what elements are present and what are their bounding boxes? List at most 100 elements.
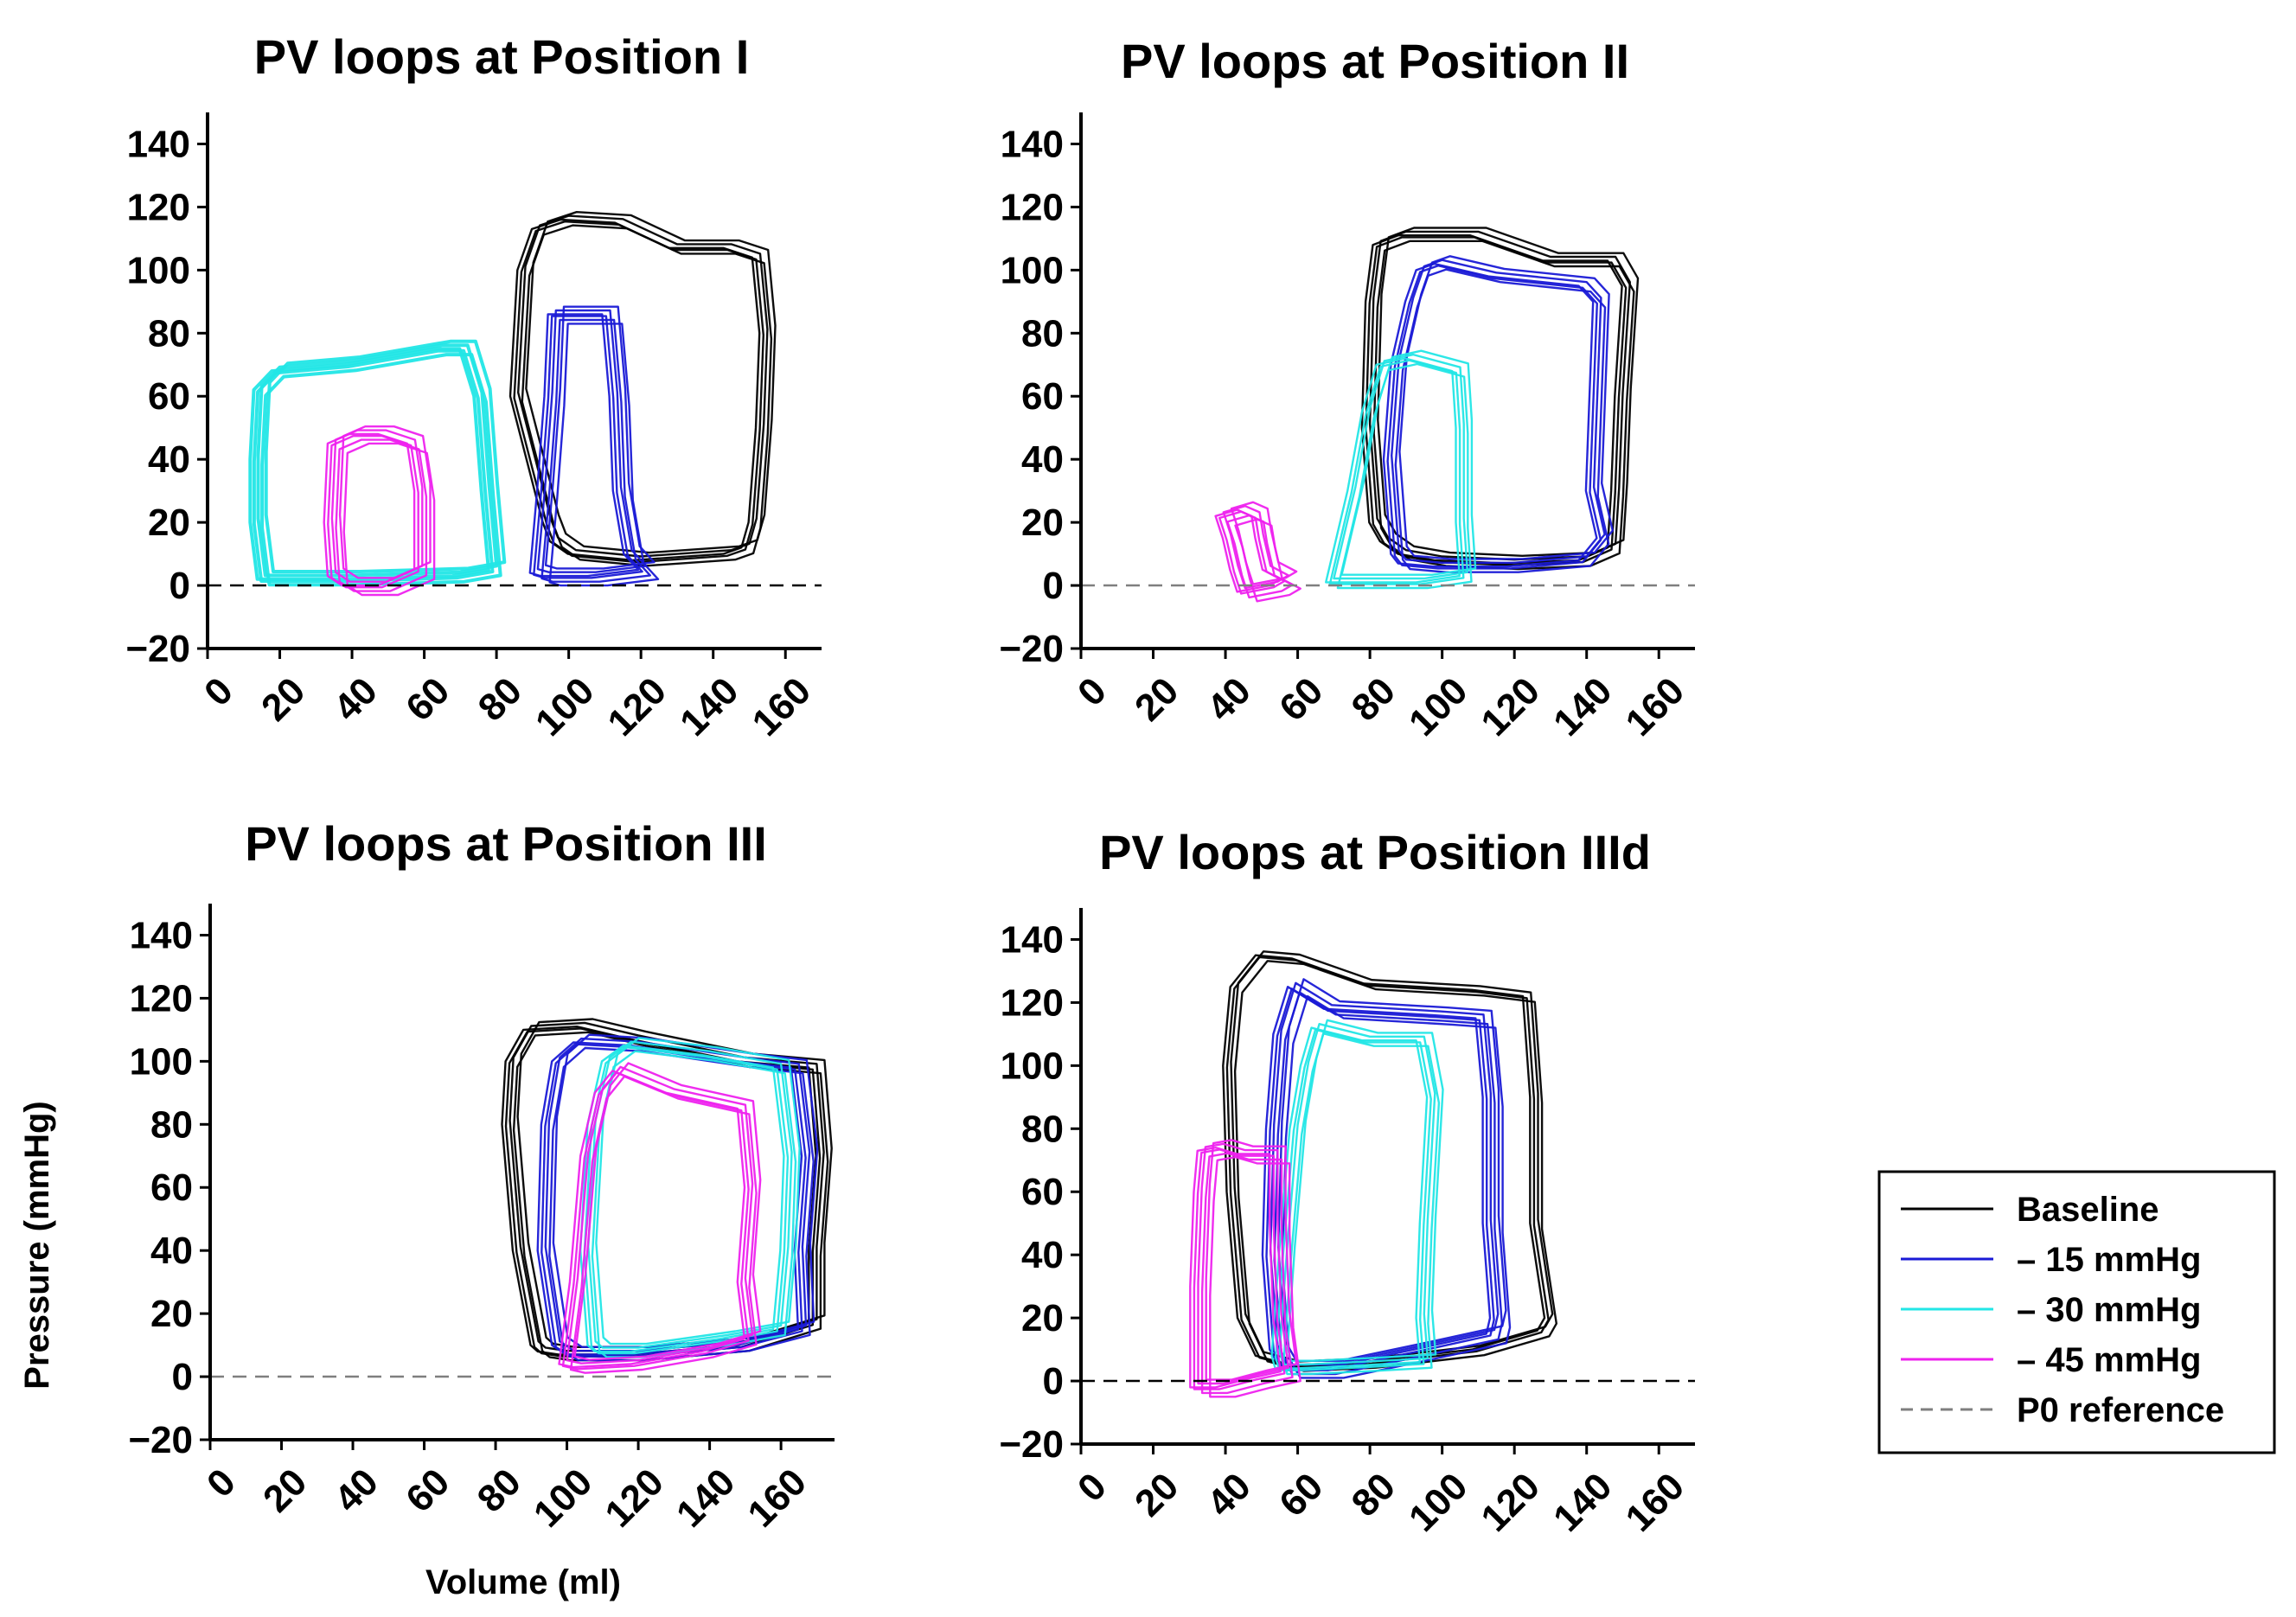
loop--15-mmhg-0 [528, 313, 640, 578]
y-tick-label: 0 [1043, 565, 1064, 607]
loop--30-mmhg-3 [1336, 362, 1473, 590]
loop--45-mmhg-1 [561, 1071, 750, 1371]
panel-title: PV loops at Position III [245, 816, 767, 871]
loop--45-mmhg-2 [1197, 1142, 1290, 1385]
x-tick-label: 20 [1127, 1465, 1186, 1524]
y-tick-label: 40 [148, 438, 190, 481]
x-tick-label: 100 [526, 1460, 601, 1536]
x-tick-label: 160 [1618, 669, 1693, 745]
x-tick-label: 100 [1401, 1465, 1476, 1540]
loop--15-mmhg-4 [1277, 978, 1507, 1362]
y-tick-label: −20 [999, 1423, 1064, 1466]
y-tick-label: 100 [1001, 249, 1064, 291]
loop--15-mmhg-3 [548, 1046, 815, 1362]
loop--45-mmhg-5 [1209, 1155, 1301, 1398]
loop-baseline-4 [525, 211, 777, 554]
loop--30-mmhg-1 [252, 348, 495, 583]
loop--15-mmhg-2 [1391, 259, 1606, 564]
legend-label: P0 reference [2017, 1391, 2224, 1429]
x-tick-label: 80 [470, 1460, 529, 1520]
loop--45-mmhg-5 [1234, 518, 1301, 603]
loop--45-mmhg-3 [1200, 1152, 1294, 1395]
loop-baseline-1 [513, 220, 764, 564]
loop--15-mmhg-5 [548, 323, 660, 587]
loop--30-mmhg-3 [260, 353, 502, 587]
x-axis-label: Volume (ml) [425, 1563, 621, 1601]
y-tick-label: 80 [1021, 312, 1064, 355]
legend-label: – 45 mmHg [2017, 1341, 2201, 1379]
loop-baseline-2 [1368, 230, 1631, 561]
y-tick-label: 120 [127, 186, 190, 228]
loop--15-mmhg-0 [1382, 262, 1598, 568]
loop-baseline-3 [1372, 240, 1635, 571]
loop--45-mmhg-5 [342, 442, 436, 597]
y-tick-label: 60 [1021, 375, 1064, 418]
x-tick-label: 140 [1545, 669, 1621, 745]
loop--45-mmhg-2 [566, 1065, 754, 1365]
x-tick-label: 0 [1070, 1465, 1115, 1510]
x-tick-label: 140 [1545, 1465, 1621, 1540]
x-tick-label: 60 [1271, 1465, 1331, 1524]
loop--45-mmhg-4 [1205, 1139, 1298, 1381]
legend-label: – 30 mmHg [2017, 1291, 2201, 1329]
x-tick-label: 0 [199, 1460, 244, 1505]
y-tick-label: −20 [125, 628, 190, 670]
loop--15-mmhg-3 [1273, 991, 1503, 1376]
y-tick-label: 20 [1021, 502, 1064, 544]
legend: Baseline – 15 mmHg – 30 mmHg – 45 mmHg P0 re… [1877, 1170, 2276, 1454]
x-tick-label: 120 [597, 1460, 672, 1536]
y-tick-label: 60 [1021, 1171, 1064, 1213]
x-tick-label: 80 [470, 669, 530, 729]
panel-title: PV loops at Position II [1121, 34, 1629, 88]
y-tick-label: 20 [150, 1293, 193, 1335]
loop--45-mmhg-3 [569, 1075, 758, 1374]
y-tick-label: −20 [999, 628, 1064, 670]
y-tick-label: 100 [130, 1040, 193, 1083]
loop--15-mmhg-2 [1269, 981, 1500, 1366]
loop--30-mmhg-4 [595, 1037, 801, 1345]
x-tick-label: 120 [599, 669, 675, 745]
x-tick-label: 40 [326, 669, 386, 729]
x-tick-label: 120 [1473, 669, 1548, 745]
y-tick-label: 140 [127, 123, 190, 165]
y-tick-label: 20 [1021, 1297, 1064, 1339]
legend-label: – 15 mmHg [2017, 1241, 2201, 1279]
loop--15-mmhg-1 [533, 315, 643, 579]
loop--30-mmhg-0 [1270, 1026, 1429, 1370]
loop--45-mmhg-4 [573, 1062, 762, 1361]
loop--45-mmhg-1 [1193, 1148, 1286, 1390]
y-tick-label: 100 [1001, 1045, 1064, 1087]
loop--30-mmhg-1 [1328, 359, 1465, 585]
loop--15-mmhg-0 [1261, 986, 1492, 1370]
y-tick-label: 140 [1001, 123, 1064, 165]
legend-box [1877, 1170, 2276, 1454]
x-tick-label: 100 [528, 669, 603, 745]
loop--45-mmhg-1 [327, 435, 419, 589]
x-tick-label: 160 [739, 1460, 815, 1536]
x-tick-label: 0 [196, 669, 241, 714]
y-tick-label: 80 [148, 312, 190, 355]
loop--15-mmhg-3 [1394, 268, 1610, 573]
x-tick-label: 20 [253, 669, 313, 729]
loop-baseline-4 [1377, 227, 1640, 557]
loop--30-mmhg-4 [1286, 1019, 1444, 1362]
loop--15-mmhg-1 [1386, 265, 1602, 570]
loop--15-mmhg-5 [1281, 994, 1512, 1379]
x-tick-label: 40 [1199, 1465, 1259, 1524]
loop--30-mmhg-2 [1333, 353, 1469, 580]
x-tick-label: 20 [1127, 669, 1186, 729]
x-tick-label: 60 [1271, 669, 1331, 729]
y-tick-label: 20 [148, 502, 190, 544]
y-tick-label: 80 [150, 1103, 193, 1146]
panel-3: PV loops at Position III−200204060801001… [128, 816, 835, 1536]
y-tick-label: 140 [130, 914, 193, 956]
x-tick-label: 40 [1199, 669, 1259, 729]
x-tick-label: 160 [1618, 1465, 1693, 1540]
x-tick-label: 80 [1344, 669, 1404, 729]
loop-baseline-0 [1360, 234, 1623, 565]
loop--15-mmhg-4 [1398, 255, 1614, 560]
panel-4: PV loops at Position IIId−20020406080100… [999, 825, 1695, 1540]
loop-baseline-2 [517, 214, 769, 558]
y-tick-label: 120 [1001, 981, 1064, 1024]
